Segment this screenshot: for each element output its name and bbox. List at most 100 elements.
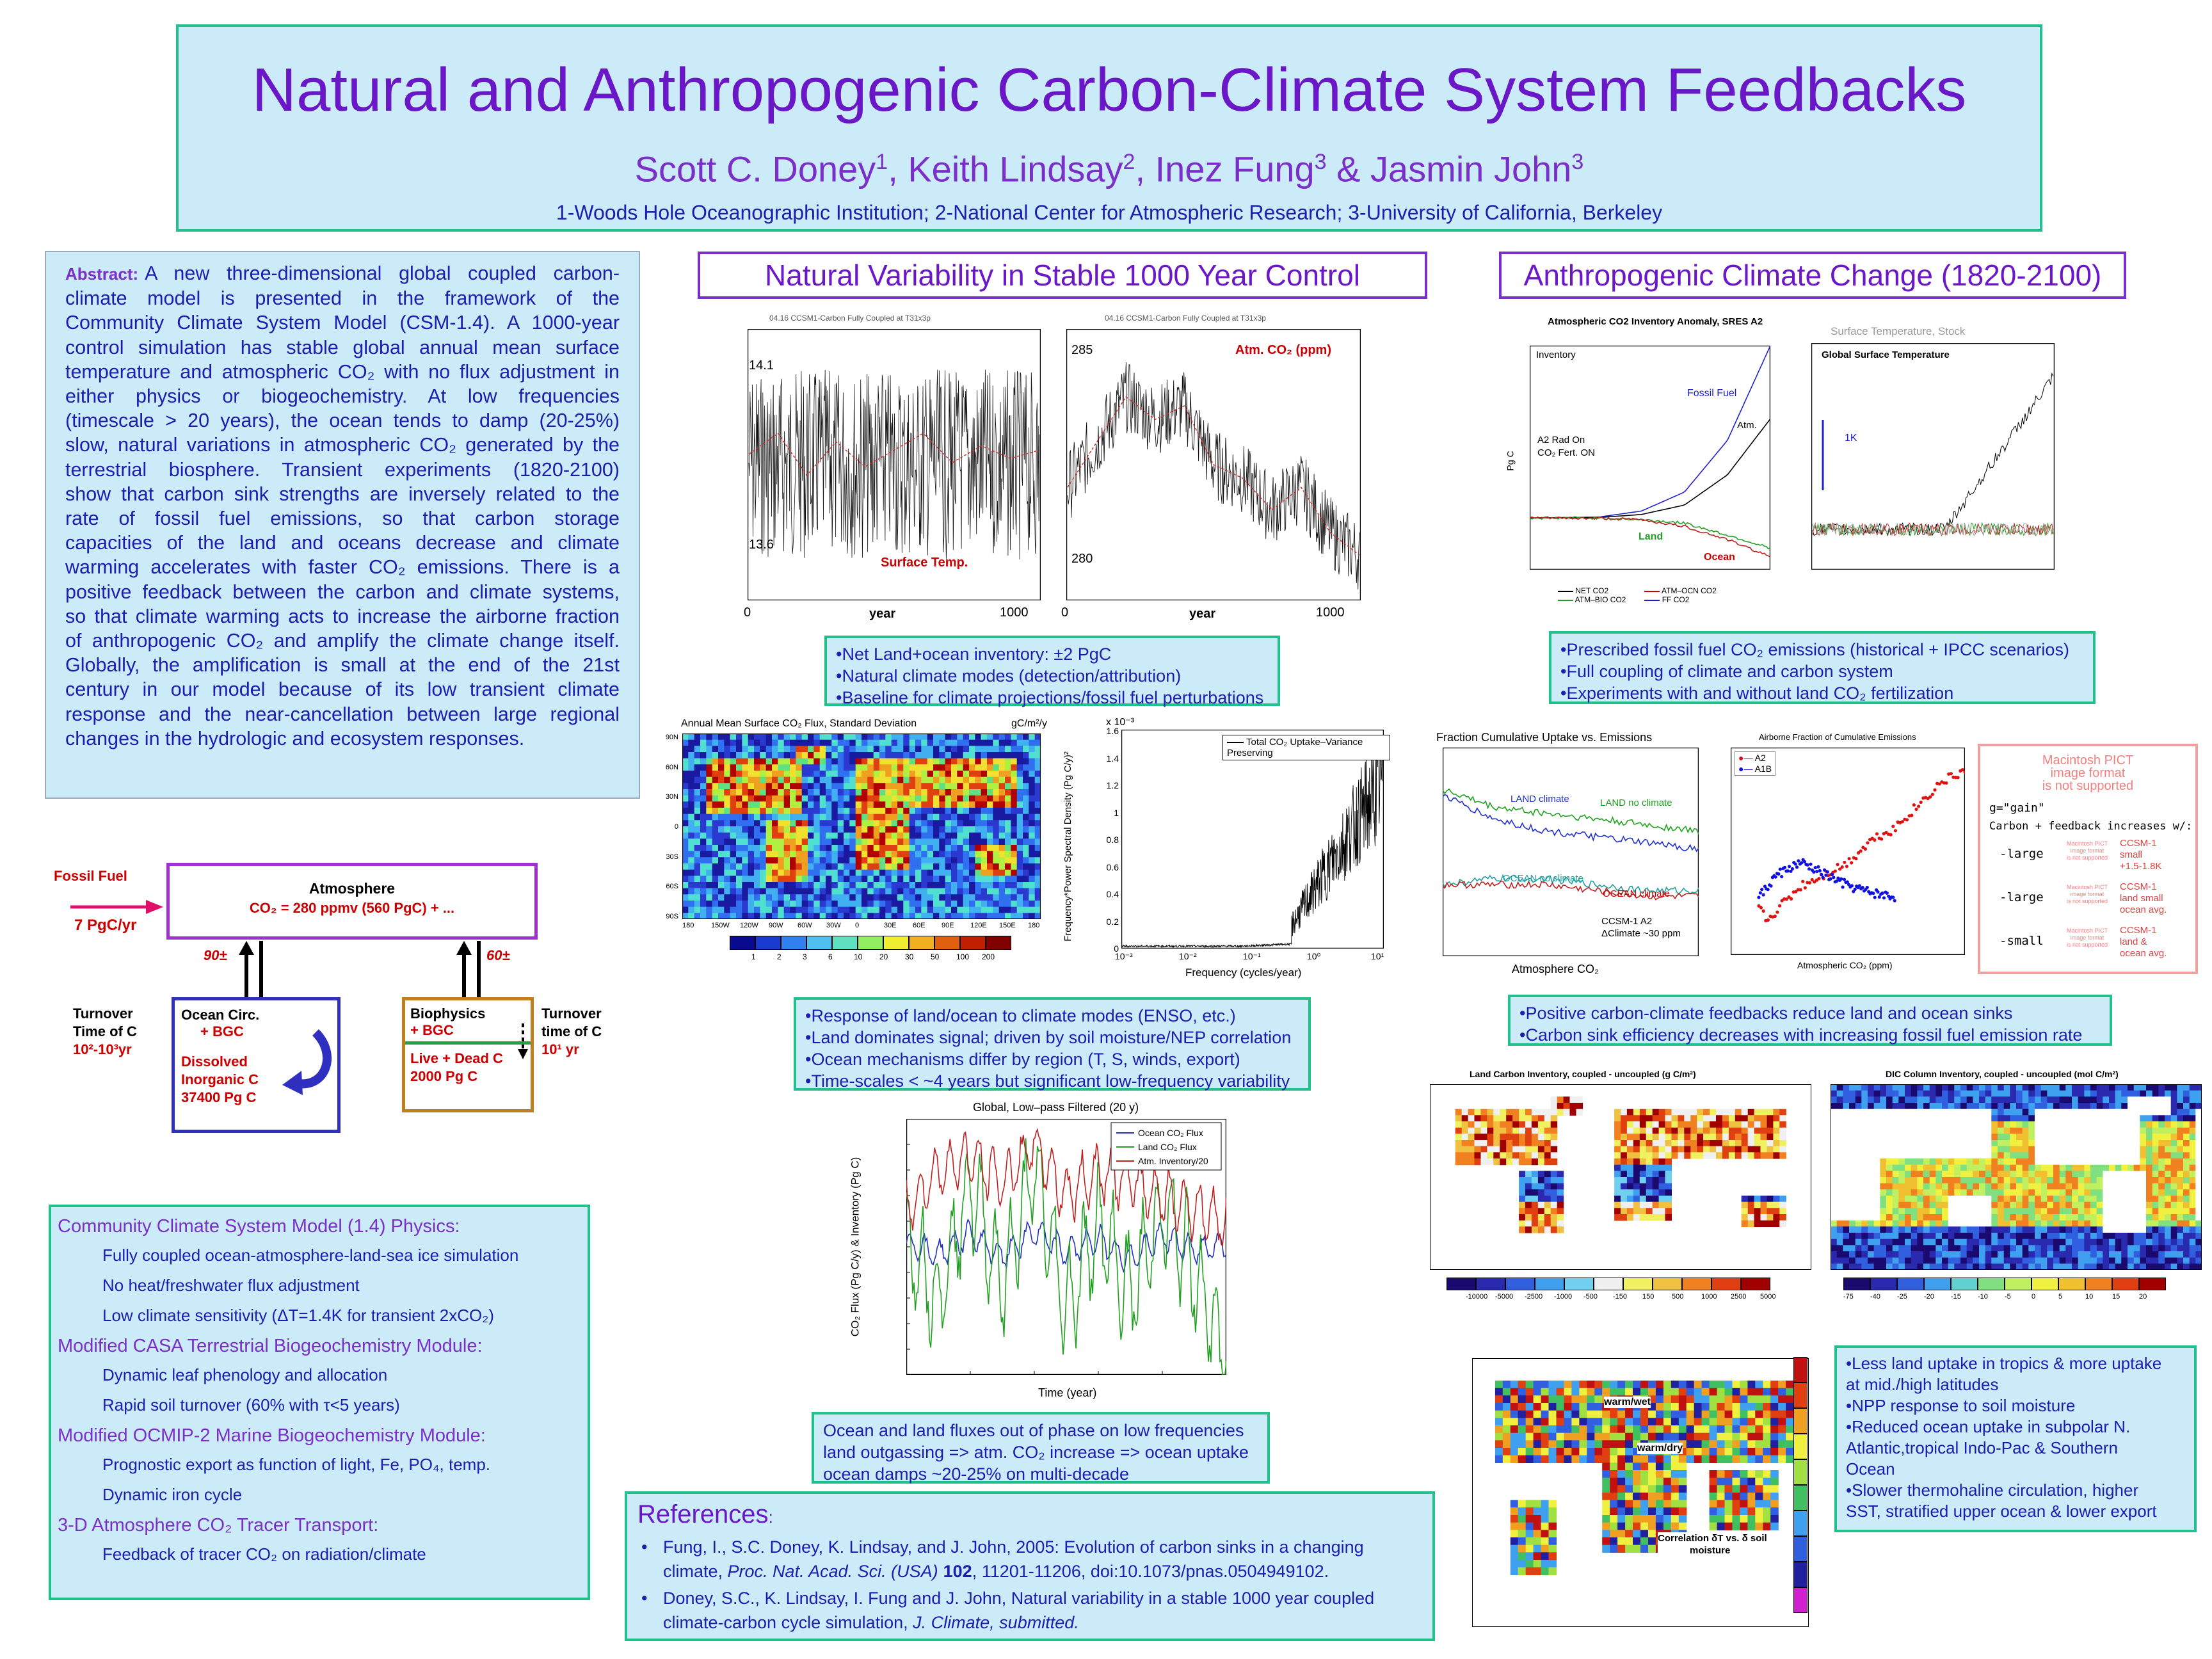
map-cell: [1836, 1103, 1843, 1110]
map-cell: [1831, 1171, 1838, 1178]
map-cell: [2028, 1238, 2035, 1246]
map-cell: [1617, 1381, 1626, 1389]
map-cell: [682, 758, 689, 765]
map-cell: [998, 789, 1006, 796]
map-cell: [873, 913, 880, 919]
map-cell: [2103, 1121, 2110, 1128]
map-cell: [730, 832, 737, 839]
map-cell: [837, 758, 844, 765]
map-cell: [957, 869, 964, 876]
map-cell: [2152, 1164, 2159, 1171]
map-cell: [873, 813, 880, 821]
map-cell: [2035, 1208, 2042, 1215]
map-cell: [1868, 1233, 1875, 1240]
map-cell: [1948, 1263, 1955, 1270]
map-cell: [2040, 1115, 2048, 1122]
map-cell: [790, 913, 796, 919]
map-cell: [730, 838, 737, 846]
map-cell: [1936, 1096, 1943, 1103]
map-cell: [760, 876, 767, 883]
map-cell: [957, 838, 964, 846]
map-cell: [688, 801, 695, 808]
map-cell: [1760, 1146, 1767, 1153]
map-cell: [2065, 1196, 2072, 1203]
abstract-line: control simulation has stable global ann…: [65, 336, 620, 358]
map-cell: [730, 845, 737, 852]
map-cell: [1929, 1121, 1936, 1128]
map-cell: [939, 801, 946, 808]
map-cell: [844, 771, 850, 778]
map-cell: [1831, 1189, 1838, 1196]
map-cell: [1710, 1109, 1717, 1116]
abstract-line: positive feedback between the carbon and…: [65, 581, 620, 603]
colorbar-cell: [986, 936, 1011, 950]
map-cell: [1741, 1208, 1749, 1215]
map-cell: [801, 801, 808, 808]
map-cell: [2040, 1164, 2048, 1171]
map-cell: [2158, 1171, 2165, 1178]
map-cell: [1747, 1109, 1755, 1116]
map-cell: [1836, 1251, 1843, 1258]
map-cell: [1023, 764, 1029, 771]
map-cell: [1671, 1381, 1679, 1389]
map-cell: [1778, 1395, 1786, 1404]
map-cell: [2103, 1183, 2110, 1190]
gain-def: g="gain": [1989, 801, 2045, 815]
af-point: [1813, 880, 1816, 884]
map-cell: [1626, 1201, 1634, 1208]
map-cell: [778, 838, 785, 846]
map-cell: [855, 820, 862, 827]
map-cell: [1898, 1084, 1905, 1091]
map-cell: [1836, 1183, 1843, 1190]
map-cell: [694, 845, 701, 852]
map-cell: [2047, 1177, 2054, 1184]
map-cell: [1880, 1109, 1887, 1116]
map-cell: [1836, 1158, 1843, 1166]
map-cell: [1500, 1127, 1507, 1134]
map-cell: [2109, 1084, 2116, 1091]
map-cell: [1646, 1158, 1653, 1166]
land-dashed-arrow: [518, 1023, 528, 1059]
map-cell: [921, 857, 928, 864]
map-cell: [2078, 1196, 2085, 1203]
map-cell: [1614, 1164, 1621, 1171]
map-cell: [2035, 1263, 2042, 1270]
map-cell: [969, 758, 975, 765]
map-cell: [718, 832, 725, 839]
map-cell: [1544, 1196, 1551, 1203]
map-cell: [831, 764, 838, 771]
map-cell: [801, 764, 808, 771]
map-cell: [921, 869, 928, 876]
map-cell: [783, 882, 790, 889]
map-cell: [1034, 869, 1041, 876]
map-cell: [1537, 1214, 1545, 1221]
map-cell: [1621, 1171, 1628, 1178]
map-cell: [718, 851, 725, 858]
map-cell: [1519, 1121, 1526, 1128]
map-cell: [778, 906, 785, 913]
map-cell: [2195, 1196, 2202, 1203]
map-cell: [1948, 1090, 1955, 1097]
map-cell: [1905, 1245, 1912, 1252]
map-cell: [1843, 1263, 1850, 1270]
map-cell: [1747, 1121, 1755, 1128]
map-cell: [706, 832, 713, 839]
map-cell: [736, 894, 742, 901]
map-cell: [909, 783, 916, 790]
af-point: [1873, 838, 1877, 842]
one-k-label: 1K: [1845, 433, 1857, 444]
map-cell: [2016, 1238, 2023, 1246]
map-cell: [1710, 1134, 1717, 1141]
map-cell: [1985, 1251, 1992, 1258]
map-cell: [1461, 1134, 1469, 1141]
map-cell: [1886, 1226, 1893, 1233]
abstract-label: Abstract:: [65, 264, 139, 284]
map-cell: [1948, 1189, 1955, 1196]
map-cell: [1973, 1084, 1980, 1091]
map-cell: [1633, 1381, 1641, 1389]
map-cell: [2195, 1134, 2202, 1141]
map-cell: [1760, 1134, 1767, 1141]
map-cell: [2195, 1257, 2202, 1264]
map-cell: [1735, 1140, 1742, 1147]
map-cell: [1023, 771, 1029, 778]
